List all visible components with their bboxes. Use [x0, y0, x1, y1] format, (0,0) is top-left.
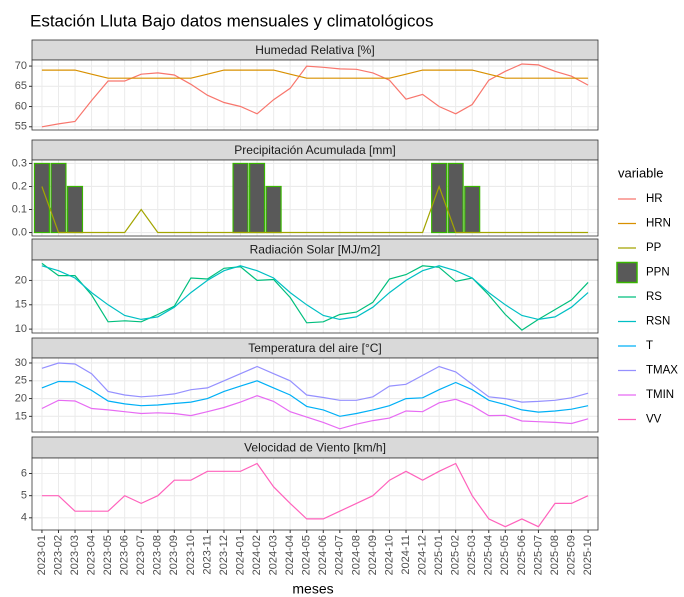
- x-tick-label: 2023-11: [201, 535, 213, 575]
- line: [41, 69, 589, 79]
- line: [41, 262, 589, 331]
- line: [41, 265, 589, 321]
- panel-border: [31, 159, 599, 237]
- x-tick-label: 2024-08: [350, 535, 362, 575]
- bar: [447, 162, 464, 234]
- y-tick-label: 0.2: [12, 180, 27, 192]
- bar: [249, 162, 266, 234]
- legend-label: PPN: [646, 267, 670, 279]
- x-tick-label: 2025-10: [582, 535, 594, 575]
- x-tick-label: 2024-09: [367, 535, 379, 575]
- x-tick-label: 2024-05: [301, 535, 313, 575]
- x-tick-label: 2025-02: [450, 535, 462, 575]
- y-tick-label: 10: [15, 323, 27, 335]
- x-tick-label: 2023-09: [168, 535, 180, 575]
- x-tick-label: 2023-03: [69, 535, 81, 575]
- legend-label: HR: [646, 193, 663, 205]
- x-tick-label: 2024-11: [400, 535, 412, 575]
- panel-bg: [32, 60, 598, 130]
- y-tick-label: 20: [15, 274, 27, 286]
- y-tick-label: 5: [21, 490, 27, 502]
- panel-bg: [32, 160, 598, 236]
- x-tick-label: 2025-04: [483, 535, 495, 575]
- y-tick-label: 0.0: [12, 226, 27, 238]
- panel-border: [31, 457, 599, 531]
- line: [41, 462, 589, 528]
- legend-label: HRN: [646, 218, 671, 230]
- y-tick-label: 15: [15, 410, 27, 422]
- x-tick-label: 2025-01: [433, 535, 445, 575]
- legend-label: T: [646, 340, 653, 352]
- legend-label: VV: [646, 414, 662, 426]
- x-tick-label: 2025-08: [549, 535, 561, 575]
- bar: [232, 162, 249, 234]
- x-tick-label: 2023-12: [218, 535, 230, 575]
- y-tick-label: 55: [15, 121, 27, 133]
- bar: [50, 162, 67, 234]
- y-tick-label: 0.3: [12, 157, 27, 169]
- bar: [33, 162, 50, 234]
- x-tick-label: 2025-09: [565, 535, 577, 575]
- bar: [431, 162, 448, 234]
- line: [41, 380, 589, 417]
- chart-title: Estación Lluta Bajo datos mensuales y cl…: [30, 11, 434, 30]
- x-tick-label: 2024-02: [251, 535, 263, 575]
- y-tick-label: 20: [15, 392, 27, 404]
- strip-title: Precipitación Acumulada [mm]: [234, 143, 395, 157]
- legend-label: RSN: [646, 316, 670, 328]
- x-tick-label: 2024-12: [416, 535, 428, 575]
- x-tick-label: 2024-03: [268, 535, 280, 575]
- legend-title: variable: [618, 165, 664, 180]
- x-tick-label: 2023-06: [119, 535, 131, 575]
- bar: [265, 185, 282, 234]
- strip-title: Temperatura del aire [°C]: [248, 341, 382, 355]
- y-tick-label: 70: [15, 60, 27, 72]
- x-tick-label: 2024-10: [383, 535, 395, 575]
- legend-label: PP: [646, 242, 662, 254]
- x-axis-title: meses: [292, 581, 333, 597]
- x-tick-label: 2023-07: [135, 535, 147, 575]
- bar: [464, 185, 481, 234]
- line: [41, 184, 589, 234]
- y-tick-label: 15: [15, 299, 27, 311]
- x-tick-label: 2023-08: [152, 535, 164, 575]
- strip-title: Humedad Relativa [%]: [255, 43, 374, 57]
- panel-border: [31, 59, 599, 131]
- line: [41, 395, 589, 430]
- strip-title: Radiación Solar [MJ/m2]: [250, 243, 381, 257]
- y-tick-label: 0.1: [12, 203, 27, 215]
- line: [41, 362, 589, 403]
- y-tick-label: 6: [21, 467, 27, 479]
- x-tick-label: 2023-02: [52, 535, 64, 575]
- legend-label: TMIN: [646, 389, 674, 401]
- strip-title: Velocidad de Viento [km/h]: [244, 441, 386, 455]
- x-tick-label: 2024-06: [317, 535, 329, 575]
- x-tick-label: 2024-01: [234, 535, 246, 575]
- x-tick-label: 2023-10: [185, 535, 197, 575]
- x-tick-label: 2024-04: [284, 535, 296, 575]
- x-tick-label: 2025-06: [516, 535, 528, 575]
- y-tick-label: 30: [15, 357, 27, 369]
- legend-label: TMAX: [646, 365, 678, 377]
- x-tick-label: 2025-05: [499, 535, 511, 575]
- y-tick-label: 65: [15, 80, 27, 92]
- panel-border: [31, 357, 599, 433]
- y-tick-label: 60: [15, 100, 27, 112]
- x-tick-label: 2025-07: [532, 535, 544, 575]
- bar: [66, 185, 84, 234]
- y-tick-label: 4: [21, 512, 27, 524]
- panel-border: [31, 259, 599, 334]
- legend-label: RS: [646, 291, 662, 303]
- y-tick-label: 25: [15, 375, 27, 387]
- legend-key: [616, 261, 638, 284]
- x-tick-label: 2023-05: [102, 535, 114, 575]
- x-tick-label: 2025-03: [466, 535, 478, 575]
- x-tick-label: 2024-07: [334, 535, 346, 575]
- panel-bg: [32, 358, 598, 432]
- x-tick-label: 2023-01: [36, 535, 48, 575]
- x-tick-label: 2023-04: [85, 535, 97, 575]
